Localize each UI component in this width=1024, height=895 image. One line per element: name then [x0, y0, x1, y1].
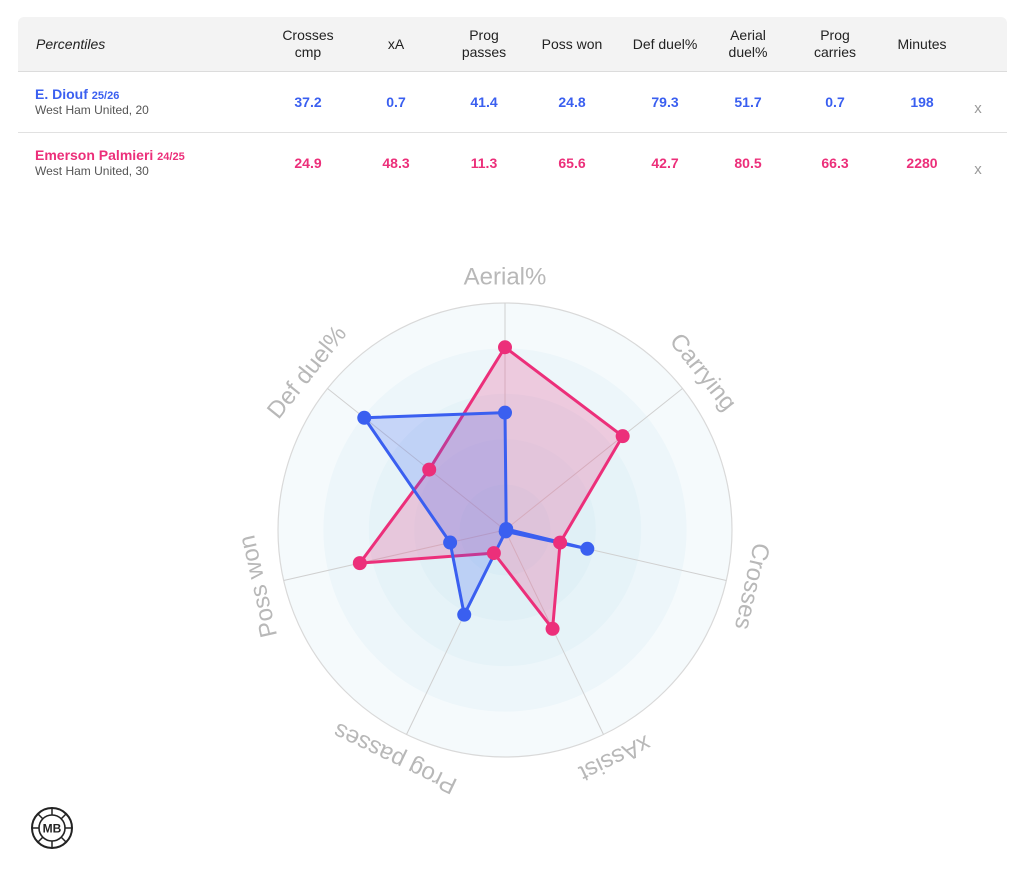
radar-spoke	[283, 529, 506, 581]
radar-data-point	[352, 556, 367, 571]
player-cell: E. Diouf 25/26 West Ham United, 20	[35, 72, 295, 132]
column-header-crosses[interactable]: Crosses cmp	[273, 17, 343, 71]
column-header-xa[interactable]: xA	[361, 17, 431, 71]
column-header-label: Aerial duel%	[728, 27, 768, 60]
table-row: Emerson Palmieri 24/25 West Ham United, …	[18, 133, 1007, 193]
radar-series-area	[358, 345, 625, 631]
radar-data-point	[580, 541, 595, 556]
column-header-label: Prog passes	[461, 27, 507, 60]
column-header-prog-carries[interactable]: Prog carries	[800, 17, 870, 71]
value-aerial-duel: 80.5	[734, 155, 762, 171]
value-xa: 48.3	[382, 155, 410, 171]
value-aerial-duel: 51.7	[734, 94, 762, 110]
column-header-minutes[interactable]: Minutes	[887, 17, 957, 71]
radar-axis-label: Aerial%	[464, 263, 547, 290]
value-minutes: 198	[910, 94, 934, 110]
value-crosses: 37.2	[294, 94, 322, 110]
player-name[interactable]: E. Diouf	[35, 86, 88, 102]
column-header-label: Crosses cmp	[282, 27, 334, 60]
table-row: E. Diouf 25/26 West Ham United, 20 37.2 …	[18, 72, 1007, 133]
table-header: Percentiles Crosses cmp xA Prog passes Pos…	[18, 17, 1007, 72]
column-header-label: Minutes	[897, 35, 947, 52]
player-team: West Ham United, 30	[35, 164, 149, 178]
column-header-label: Poss won	[541, 35, 603, 52]
radar-spoke	[327, 388, 506, 531]
radar-data-point	[422, 462, 437, 477]
value-def-duel: 42.7	[651, 155, 679, 171]
player-cell: Emerson Palmieri 24/25 West Ham United, …	[35, 133, 295, 193]
value-poss-won: 24.8	[558, 94, 586, 110]
radar-data-point	[545, 621, 560, 636]
radar-data-point	[443, 535, 458, 550]
radar-series-area	[362, 411, 589, 617]
mb-logo-icon: MB	[31, 807, 73, 849]
value-xa: 0.7	[386, 94, 406, 110]
column-header-poss-won[interactable]: Poss won	[537, 17, 607, 71]
column-header-def-duel[interactable]: Def duel%	[625, 17, 705, 71]
value-minutes: 2280	[906, 155, 938, 171]
radar-data-point	[498, 405, 512, 420]
value-def-duel: 79.3	[651, 94, 679, 110]
percentiles-table: Percentiles Crosses cmp xA Prog passes Pos…	[18, 17, 1007, 193]
player-season: 25/26	[91, 90, 120, 102]
header-label: Percentiles	[36, 35, 106, 52]
remove-player-button[interactable]: x	[974, 99, 982, 117]
radar-data-point	[615, 429, 630, 444]
value-crosses: 24.9	[294, 155, 322, 171]
radar-data-point	[553, 535, 568, 550]
column-header-prog-passes[interactable]: Prog passes	[449, 17, 519, 71]
player-team: West Ham United, 20	[35, 103, 149, 117]
radar-axis-label: Poss won	[233, 533, 282, 640]
player-season: 24/25	[157, 151, 185, 163]
radar-data-point	[486, 546, 501, 561]
value-prog-carries: 66.3	[821, 155, 849, 171]
radar-data-point	[498, 340, 512, 355]
column-header-aerial-duel[interactable]: Aerial duel%	[713, 17, 783, 71]
logo-text: MB	[43, 822, 62, 836]
value-poss-won: 65.6	[558, 155, 586, 171]
remove-player-button[interactable]: x	[974, 160, 982, 178]
radar-spoke	[504, 388, 683, 531]
column-header-label: Def duel%	[632, 35, 698, 52]
value-prog-carries: 0.7	[825, 94, 845, 110]
radar-data-point	[498, 524, 513, 539]
column-header-label: xA	[387, 35, 405, 52]
radar-data-point	[457, 607, 472, 622]
column-header-label: Prog carries	[813, 27, 856, 60]
radar-axis-label: Crosses	[729, 540, 775, 632]
radar-data-point	[357, 410, 372, 425]
value-prog-passes: 11.3	[470, 155, 498, 171]
player-name[interactable]: Emerson Palmieri	[35, 147, 154, 163]
value-prog-passes: 41.4	[470, 94, 498, 110]
